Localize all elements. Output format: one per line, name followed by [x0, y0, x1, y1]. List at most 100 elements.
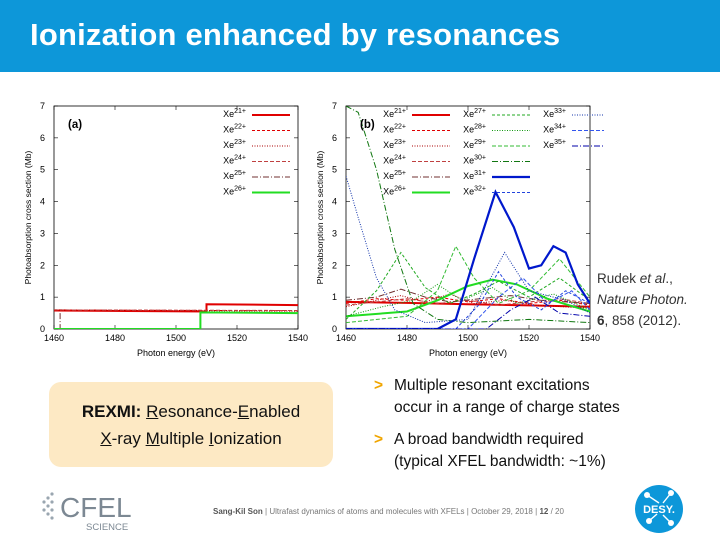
- cfel-logo-sub: SCIENCE: [86, 522, 128, 533]
- bullet-marker: >: [374, 377, 384, 394]
- footer-date: October 29, 2018: [471, 507, 533, 516]
- legend-label: Xe27+: [463, 108, 486, 119]
- legend-label: Xe22+: [223, 124, 246, 135]
- legend-label: Xe23+: [223, 139, 246, 150]
- y-tick-label: 6: [332, 133, 337, 143]
- y-tick-label: 2: [332, 260, 337, 270]
- legend-label: Xe23+: [383, 139, 406, 150]
- x-tick-label: 1540: [288, 333, 308, 343]
- bullet-line: Multiple resonant excitations: [394, 377, 590, 394]
- series-line: [54, 303, 298, 313]
- legend-label: Xe32+: [463, 186, 486, 197]
- citation-journal: Nature Photon.: [597, 292, 688, 307]
- rexmi-letter-e: E: [237, 402, 250, 421]
- bullet-text: Multiple resonant excitations occur in a…: [394, 375, 620, 419]
- legend-label: Xe34+: [543, 124, 566, 135]
- y-tick-label: 5: [40, 165, 45, 175]
- footer-page: 12: [539, 507, 549, 516]
- rexmi-word-5: onization: [213, 429, 282, 448]
- y-tick-label: 7: [40, 101, 45, 111]
- desy-logo: DESY.: [635, 485, 683, 533]
- citation-authors: Rudek: [597, 271, 637, 286]
- y-tick-label: 3: [332, 228, 337, 238]
- citation-pages: , 858 (2012).: [604, 313, 682, 328]
- y-tick-label: 0: [332, 324, 337, 334]
- x-tick-label: 1500: [458, 333, 478, 343]
- legend-label: Xe24+: [223, 155, 246, 166]
- legend-label: Xe33+: [543, 108, 566, 119]
- legend-label: Xe25+: [383, 170, 406, 181]
- bullet-marker: >: [374, 431, 384, 448]
- chart-b: 0 1 2 3 4 5 6 7 1460 1480 1500 1520 1540 Photon energ…: [315, 101, 604, 358]
- legend-label: Xe26+: [383, 186, 406, 197]
- series-line: [346, 277, 590, 329]
- series-line: [346, 245, 590, 324]
- title-bar: Ionization enhanced by resonances: [0, 0, 720, 72]
- y-tick-label: 7: [332, 101, 337, 111]
- rexmi-word-2: nabled: [249, 402, 301, 421]
- series-line: [54, 309, 298, 311]
- y-tick-label: 4: [40, 197, 45, 207]
- x-tick-label: 1520: [519, 333, 539, 343]
- desy-logo-text: DESY.: [643, 504, 675, 516]
- bullet-item: > A broad bandwidth required (typical XF…: [374, 429, 694, 473]
- y-tick-label: 5: [332, 165, 337, 175]
- series-line: [346, 296, 590, 306]
- bullet-item: > Multiple resonant excitations occur in…: [374, 375, 694, 419]
- series-line: [346, 288, 590, 304]
- footer-talk-title: Ultrafast dynamics of atoms and molecule…: [269, 507, 465, 516]
- legend-label: Xe35+: [543, 139, 566, 150]
- citation-volume: 6: [597, 313, 605, 328]
- legend-label: Xe26+: [223, 186, 246, 197]
- bullet-line: occur in a range of charge states: [394, 399, 620, 416]
- x-tick-label: 1480: [397, 333, 417, 343]
- cfel-logo: CFEL SCIENCE: [42, 492, 132, 533]
- rexmi-box: REXMI: Resonance-Enabled X-ray Multiple …: [49, 382, 333, 467]
- y-tick-label: 2: [40, 260, 45, 270]
- series-line: [346, 189, 590, 329]
- series-line: [346, 300, 590, 308]
- rexmi-word-3: -ray: [111, 429, 146, 448]
- series-line: [346, 283, 590, 317]
- x-axis-label: Photon energy (eV): [429, 348, 507, 358]
- bullet-list: > Multiple resonant excitations occur in…: [374, 375, 694, 483]
- y-axis-label: Photoabsorption cross section (Mb): [23, 150, 33, 284]
- y-tick-label: 6: [40, 133, 45, 143]
- series-line: [54, 309, 298, 312]
- x-tick-label: 1480: [105, 333, 125, 343]
- legend-label: Xe31+: [463, 170, 486, 181]
- citation: Rudek et al., Nature Photon. 6, 858 (201…: [597, 268, 688, 331]
- footer-author: Sang-Kil Son: [213, 507, 263, 516]
- rexmi-word-1: esonance-: [158, 402, 238, 421]
- series-line: [54, 311, 298, 329]
- rexmi-letter-m: M: [145, 429, 160, 448]
- legend-label: Xe30+: [463, 155, 486, 166]
- footer-text: Sang-Kil Son | Ultrafast dynamics of ato…: [213, 507, 564, 516]
- y-tick-label: 1: [332, 292, 337, 302]
- panel-label: (a): [68, 119, 82, 131]
- rexmi-word-4: ultiple: [159, 429, 209, 448]
- legend-label: Xe21+: [223, 108, 246, 119]
- chart-a: 0 1 2 3 4 5 6 7 1460 1480 1500 1520 1540 Photon energ…: [23, 101, 308, 358]
- x-tick-label: 1520: [227, 333, 247, 343]
- y-tick-label: 0: [40, 324, 45, 334]
- series-line: [346, 106, 590, 324]
- slide-title: Ionization enhanced by resonances: [30, 17, 561, 52]
- x-tick-label: 1460: [336, 333, 356, 343]
- panel-label: (b): [360, 119, 375, 131]
- series-line: [346, 270, 590, 329]
- x-tick-label: 1540: [580, 333, 600, 343]
- bullet-text: A broad bandwidth required (typical XFEL…: [394, 429, 606, 473]
- x-tick-label: 1500: [166, 333, 186, 343]
- x-axis-label: Photon energy (eV): [137, 348, 215, 358]
- x-tick-label: 1460: [44, 333, 64, 343]
- bullet-line: (typical XFEL bandwidth: ~1%): [394, 453, 606, 470]
- rexmi-letter-i: I: [208, 429, 214, 448]
- y-tick-label: 1: [40, 292, 45, 302]
- legend-label: Xe29+: [463, 139, 486, 150]
- legend-label: Xe25+: [223, 170, 246, 181]
- rexmi-letter-r: R: [146, 402, 159, 421]
- series-line: [346, 175, 590, 324]
- series-line: [346, 278, 590, 318]
- footer-total: / 20: [550, 507, 564, 516]
